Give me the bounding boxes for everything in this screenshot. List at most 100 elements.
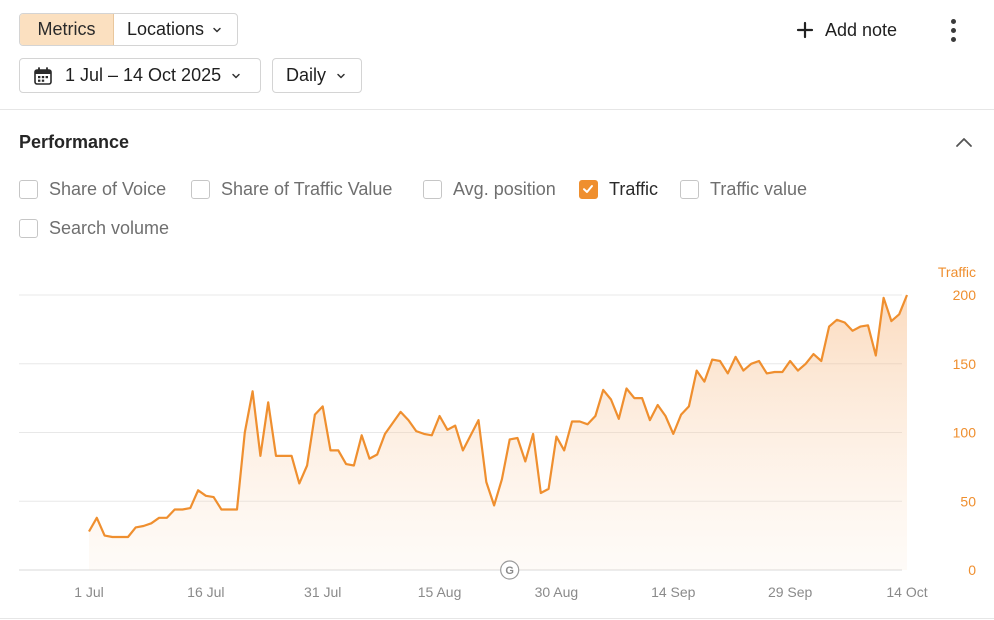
checkbox-avg-position[interactable]: Avg. position	[423, 179, 556, 200]
data-point[interactable]	[873, 353, 878, 358]
data-point[interactable]	[647, 418, 652, 423]
data-point[interactable]	[577, 419, 582, 424]
data-point[interactable]	[749, 361, 754, 366]
data-point[interactable]	[266, 400, 271, 405]
data-point[interactable]	[858, 324, 863, 329]
data-point[interactable]	[780, 370, 785, 375]
data-point[interactable]	[180, 507, 185, 512]
data-point[interactable]	[718, 359, 723, 364]
checkbox-box[interactable]	[579, 180, 598, 199]
data-point[interactable]	[102, 533, 107, 538]
data-point[interactable]	[390, 420, 395, 425]
data-point[interactable]	[593, 414, 598, 419]
data-point[interactable]	[515, 436, 520, 441]
checkbox-traffic-value[interactable]: Traffic value	[680, 179, 807, 200]
data-point[interactable]	[219, 507, 224, 512]
data-point[interactable]	[694, 368, 699, 373]
data-point[interactable]	[188, 506, 193, 511]
data-point[interactable]	[227, 507, 232, 512]
data-point[interactable]	[905, 293, 910, 298]
data-point[interactable]	[671, 431, 676, 436]
data-point[interactable]	[850, 328, 855, 333]
data-point[interactable]	[570, 419, 575, 424]
data-point[interactable]	[297, 481, 302, 486]
data-point[interactable]	[118, 535, 123, 540]
data-point[interactable]	[889, 319, 894, 324]
data-point[interactable]	[242, 430, 247, 435]
data-point[interactable]	[468, 433, 473, 438]
data-point[interactable]	[609, 397, 614, 402]
data-point[interactable]	[375, 452, 380, 457]
data-point[interactable]	[258, 453, 263, 458]
data-point[interactable]	[429, 433, 434, 438]
data-point[interactable]	[499, 477, 504, 482]
data-point[interactable]	[803, 361, 808, 366]
data-point[interactable]	[157, 515, 162, 520]
data-point[interactable]	[655, 403, 660, 408]
more-vertical-icon[interactable]	[944, 16, 962, 44]
checkbox-share-of-traffic-value[interactable]: Share of Traffic Value	[191, 179, 392, 200]
data-point[interactable]	[164, 515, 169, 520]
data-point[interactable]	[289, 453, 294, 458]
data-point[interactable]	[312, 412, 317, 417]
data-point[interactable]	[149, 521, 154, 526]
data-point[interactable]	[133, 525, 138, 530]
data-point[interactable]	[585, 422, 590, 427]
data-point[interactable]	[562, 448, 567, 453]
data-point[interactable]	[632, 396, 637, 401]
data-point[interactable]	[196, 488, 201, 493]
data-point[interactable]	[484, 480, 489, 485]
data-point[interactable]	[172, 507, 177, 512]
data-point[interactable]	[87, 529, 92, 534]
data-point[interactable]	[538, 491, 543, 496]
data-point[interactable]	[305, 463, 310, 468]
data-point[interactable]	[601, 387, 606, 392]
data-point[interactable]	[531, 431, 536, 436]
metrics-tab[interactable]: Metrics	[20, 14, 114, 45]
add-note-button[interactable]: Add note	[795, 16, 897, 44]
data-point[interactable]	[460, 448, 465, 453]
data-point[interactable]	[764, 371, 769, 376]
data-point[interactable]	[663, 414, 668, 419]
data-point[interactable]	[414, 429, 419, 434]
data-point[interactable]	[733, 354, 738, 359]
data-point[interactable]	[367, 456, 372, 461]
granularity-dropdown[interactable]: Daily	[272, 58, 362, 93]
data-point[interactable]	[141, 524, 146, 529]
data-point[interactable]	[211, 495, 216, 500]
data-point[interactable]	[507, 437, 512, 442]
data-point[interactable]	[110, 535, 115, 540]
data-point[interactable]	[741, 368, 746, 373]
data-point[interactable]	[281, 453, 286, 458]
data-point[interactable]	[235, 507, 240, 512]
checkbox-box[interactable]	[423, 180, 442, 199]
data-point[interactable]	[811, 352, 816, 357]
data-point[interactable]	[702, 379, 707, 384]
data-point[interactable]	[320, 404, 325, 409]
data-point[interactable]	[546, 486, 551, 491]
checkbox-box[interactable]	[680, 180, 699, 199]
data-point[interactable]	[336, 448, 341, 453]
data-point[interactable]	[344, 462, 349, 467]
checkbox-share-of-voice[interactable]: Share of Voice	[19, 179, 166, 200]
data-point[interactable]	[445, 427, 450, 432]
chevron-up-icon[interactable]	[954, 134, 974, 152]
checkbox-box[interactable]	[191, 180, 210, 199]
data-point[interactable]	[897, 312, 902, 317]
checkbox-box[interactable]	[19, 180, 38, 199]
data-point[interactable]	[351, 463, 356, 468]
data-point[interactable]	[827, 324, 832, 329]
data-point[interactable]	[772, 370, 777, 375]
data-point[interactable]	[359, 433, 364, 438]
data-point[interactable]	[866, 323, 871, 328]
data-point[interactable]	[686, 404, 691, 409]
date-range-picker[interactable]: 1 Jul – 14 Oct 2025	[19, 58, 261, 93]
data-point[interactable]	[476, 418, 481, 423]
data-point[interactable]	[422, 431, 427, 436]
data-point[interactable]	[94, 515, 99, 520]
data-point[interactable]	[328, 448, 333, 453]
data-point[interactable]	[616, 416, 621, 421]
data-point[interactable]	[453, 423, 458, 428]
data-point[interactable]	[437, 414, 442, 419]
data-point[interactable]	[842, 320, 847, 325]
